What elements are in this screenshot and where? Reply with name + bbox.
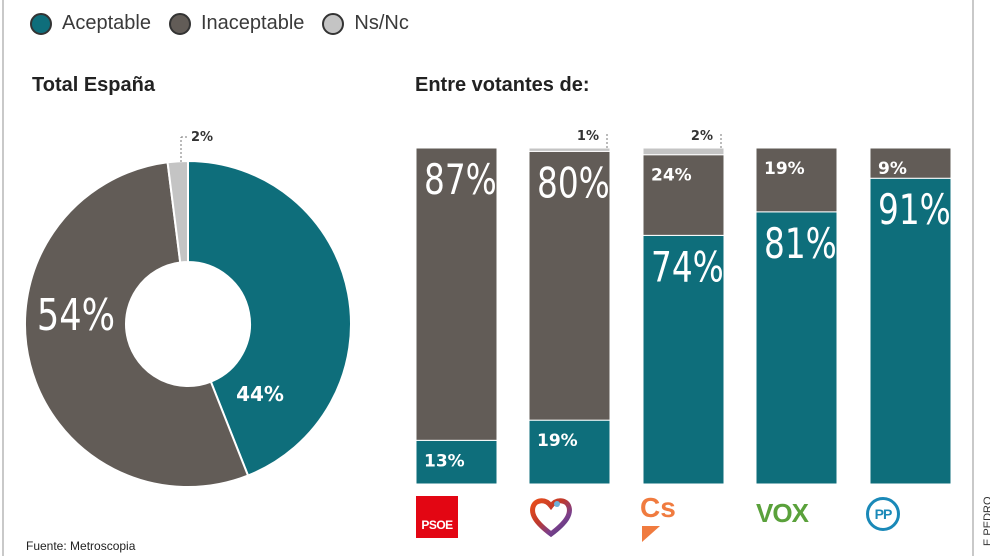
bar-label-psoe-aceptable: 13% [424,451,465,471]
vox-logo-text: VOX [756,498,809,528]
photo-credit: E PEDRO [982,496,990,546]
legend-label: Ns/Nc [354,12,409,34]
bar-label-podemos-inaceptable: 80% [537,158,610,207]
source-note: Fuente: Metroscopia [26,539,136,553]
bar-label-psoe-inaceptable: 87% [424,155,497,204]
legend-item-nsnc: Ns/Nc [322,12,409,35]
bar-psoe-inaceptable [415,147,498,441]
legend-label: Inaceptable [200,12,305,34]
bar-label-podemos-aceptable: 19% [537,431,578,451]
bar-label-pp-aceptable: 91% [878,185,951,234]
legend-item-inaceptable: Inaceptable [168,12,305,35]
bar-label-cs-inaceptable: 24% [651,166,692,186]
donut-label-nsnc: 2% [191,130,213,145]
bar-podemos-inaceptable [528,150,611,421]
frame-border-left [2,0,4,556]
bar-label-pp-inaceptable: 9% [878,159,907,179]
bars-title: Entre votantes de: [415,74,590,96]
pp-logo: PP [866,497,900,531]
donut-slice-ns-nc [166,159,189,264]
bar-cs-inaceptable [642,154,725,236]
donut-title: Total España [32,74,155,96]
legend: Aceptable Inaceptable Ns/Nc [30,12,427,35]
frame-border-right [972,0,974,556]
cs-logo-triangle [642,526,660,542]
bar-vox-aceptable [755,211,838,485]
bar-pp-aceptable [869,177,952,485]
bar-label-cs-aceptable: 74% [651,242,724,291]
legend-item-aceptable: Aceptable [30,12,151,35]
legend-swatch-inaceptable [168,12,191,35]
cs-logo-text: Cs [640,492,676,523]
legend-swatch-nsnc [322,12,345,35]
donut-label-aceptable: 44% [236,382,284,406]
bar-label-cs-nsnc: 2% [691,129,713,144]
donut-label-inaceptable: 54% [37,290,115,341]
donut-slice-inaceptable [24,161,250,488]
bar-cs-aceptable [642,234,725,485]
bar-pp-inaceptable [869,147,952,179]
bar-vox-inaceptable [755,147,838,213]
pp-logo-text: PP [874,506,893,522]
donut-slice-aceptable [187,159,352,477]
cs-logo: Cs [640,492,676,542]
legend-swatch-aceptable [30,12,52,35]
bar-label-vox-aceptable: 81% [764,219,837,268]
bar-podemos-aceptable [528,419,611,485]
heart-logo [530,498,572,538]
bar-label-vox-inaceptable: 19% [764,159,805,179]
psoe-logo-text: PSOE [421,518,453,532]
bar-label-podemos-nsnc: 1% [577,129,599,144]
bar-podemos-ns-nc [528,147,611,152]
vox-logo: VOX [756,498,809,529]
psoe-logo: PSOE [416,496,458,538]
legend-label: Aceptable [62,12,151,34]
bar-cs-ns-nc [642,147,725,156]
